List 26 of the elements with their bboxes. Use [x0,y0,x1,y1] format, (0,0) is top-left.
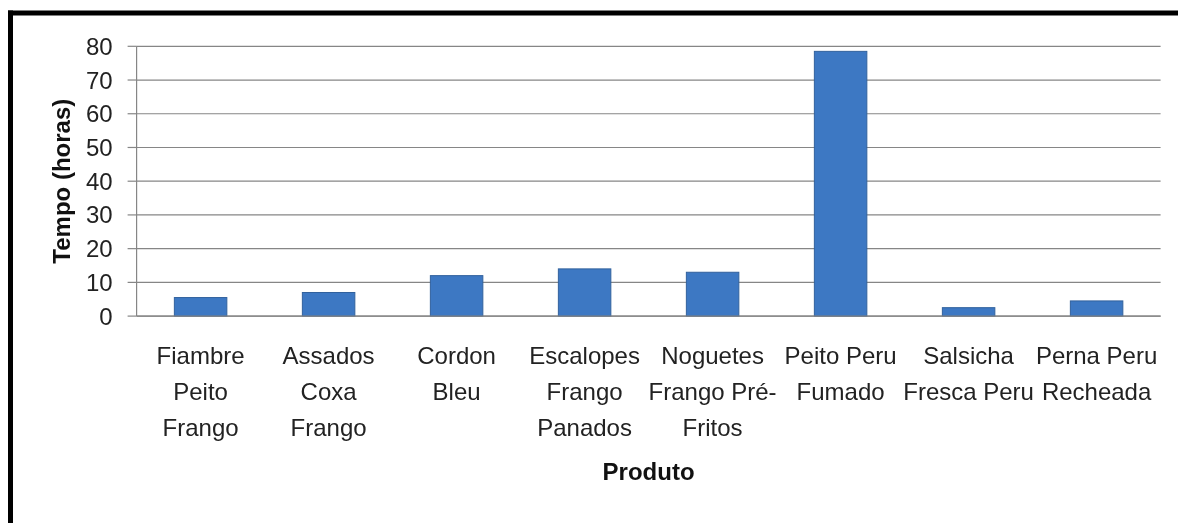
y-tick-label: 60 [85,100,113,128]
y-tick-label: 10 [85,268,113,296]
bar [685,271,740,317]
y-tick-label: 70 [85,66,113,94]
bar [813,50,868,317]
bar [173,297,228,317]
x-tick-label: Assados Coxa Frango [282,342,375,441]
x-tick-label: Escalopes Frango Panados [529,342,640,441]
bar [429,275,484,317]
y-axis-title: Tempo (horas) [47,98,75,264]
y-tick-label: 20 [85,235,113,263]
y-tick-label: 0 [99,302,113,330]
x-tick-label: Fiambre Peito Frango [156,342,245,441]
x-axis-title: Produto [602,458,695,485]
y-tick-label: 50 [85,133,113,161]
bar [557,268,612,317]
x-tick-label: Noguetes Frango Pré-Fritos [648,342,777,441]
y-tick-label: 80 [85,32,113,60]
x-tick-label: Perna Peru Recheada [1035,342,1158,405]
y-tick-label: 30 [85,201,113,229]
x-tick-label: Peito Peru Fumado [784,342,897,405]
bar [301,291,356,317]
x-tick-label: Cordon Bleu [417,342,496,405]
x-tick-label: Salsicha Fresca Peru [903,342,1034,405]
y-tick-label: 40 [85,167,113,195]
bar [1069,300,1124,317]
